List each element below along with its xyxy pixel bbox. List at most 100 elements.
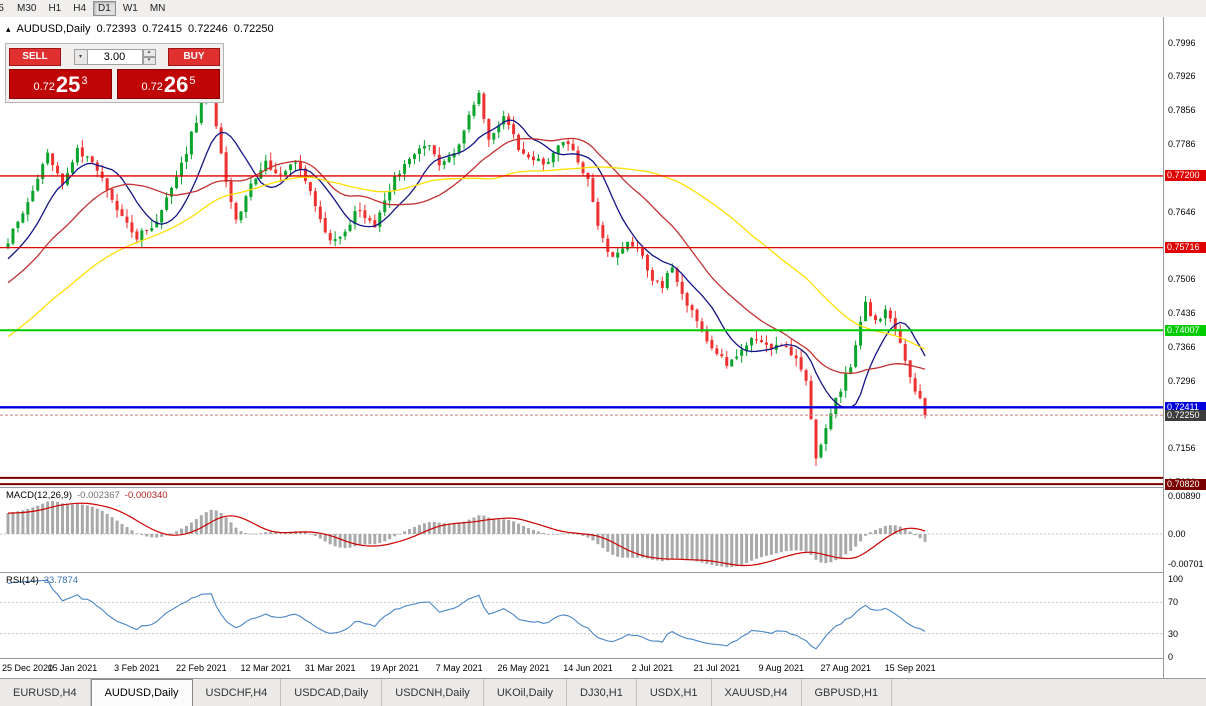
date-tick-label: 15 Sep 2021	[885, 663, 936, 673]
chart-tabs-bar: EURUSD,H4 AUDUSD,Daily USDCHF,H4 USDCAD,Dai…	[0, 678, 1206, 706]
chart-tab-usdx-h1[interactable]: USDX,H1	[637, 679, 712, 706]
ohlc-open: 0.72393	[96, 23, 137, 35]
collapse-icon[interactable]: ▴	[6, 23, 11, 34]
volume-decrease-button[interactable]: ▾	[142, 56, 156, 65]
price-tick-label: 0.7646	[1168, 206, 1196, 217]
chart-tab-xauusd-h4[interactable]: XAUUSD,H4	[712, 679, 802, 706]
price-tick-label: 0.7856	[1168, 105, 1196, 116]
macd-indicator-panel[interactable]	[0, 488, 1163, 572]
panel-separator[interactable]	[0, 487, 1206, 488]
rsi-label: RSI(14) 33.7874	[6, 575, 78, 586]
price-level-badge: 0.75716	[1165, 242, 1206, 254]
price-tick-label: 0.7436	[1168, 308, 1196, 319]
price-level-badge: 0.72250	[1165, 409, 1206, 421]
panel-separator[interactable]	[0, 572, 1206, 573]
macd-label: MACD(12,26,9) -0.002367 -0.000340	[6, 490, 168, 501]
price-tick-label: 0.7366	[1168, 341, 1196, 352]
rsi-title: RSI(14)	[6, 575, 39, 586]
date-tick-label: 14 Jun 2021	[563, 663, 613, 673]
chart-tab-usdcnh-daily[interactable]: USDCNH,Daily	[382, 679, 484, 706]
sell-button[interactable]: SELL	[9, 47, 61, 66]
symbol-title: AUDUSD,Daily	[16, 23, 91, 35]
date-tick-label: 15 Jan 2021	[48, 663, 98, 673]
timeframe-button-w1[interactable]: W1	[118, 1, 143, 16]
buy-price-sup: 5	[189, 75, 196, 87]
macd-axis-label: 0.00	[1168, 529, 1186, 539]
date-tick-label: 2 Jul 2021	[632, 663, 674, 673]
macd-signal-line	[7, 502, 926, 567]
buy-price-prefix: 0.72	[141, 81, 163, 93]
chart-tab-audusd-daily[interactable]: AUDUSD,Daily	[90, 679, 193, 706]
timeframe-button-5[interactable]: 5	[0, 1, 10, 16]
moving-average-line-55	[7, 166, 926, 350]
macd-title: MACD(12,26,9)	[6, 490, 72, 501]
sell-price-big: 25	[55, 72, 81, 97]
timeframe-toolbar: 5 M30 H1 H4 D1 W1 MN	[0, 0, 1206, 18]
date-tick-label: 19 Apr 2021	[370, 663, 419, 673]
main-price-chart[interactable]	[0, 17, 1163, 487]
axis-separator	[1163, 17, 1164, 678]
date-tick-label: 7 May 2021	[436, 663, 483, 673]
timeframe-button-h1[interactable]: H1	[43, 1, 66, 16]
sell-price-display[interactable]: 0.72 25 3	[9, 69, 112, 99]
rsi-line	[7, 579, 926, 650]
rsi-axis-label: 70	[1168, 597, 1179, 608]
date-tick-label: 3 Feb 2021	[114, 663, 160, 673]
price-tick-label: 0.7996	[1168, 37, 1196, 48]
buy-price-display[interactable]: 0.72 26 5	[117, 69, 220, 99]
price-axis[interactable]: 0.79960.79260.78560.77860.77160.76460.75…	[1164, 17, 1206, 678]
sell-price-sup: 3	[81, 75, 88, 87]
chart-tab-dj30-h1[interactable]: DJ30,H1	[567, 679, 637, 706]
sell-price-prefix: 0.72	[33, 81, 55, 93]
ohlc-high: 0.72415	[142, 23, 183, 35]
price-tick-label: 0.7296	[1168, 375, 1196, 386]
candles-series	[6, 90, 927, 467]
timeframe-button-m30[interactable]: M30	[12, 1, 41, 16]
macd-axis-label: -0.00701	[1168, 559, 1204, 569]
volume-dropdown-icon[interactable]: ▾	[73, 48, 88, 65]
volume-input[interactable]	[87, 48, 143, 65]
price-tick-label: 0.7786	[1168, 139, 1196, 150]
macd-axis-label: 0.00890	[1168, 491, 1201, 501]
moving-average-line-24	[7, 137, 926, 375]
buy-button[interactable]: BUY	[168, 47, 220, 66]
rsi-axis-label: 30	[1168, 628, 1179, 639]
chart-tab-eurusd-h4[interactable]: EURUSD,H4	[0, 679, 91, 706]
chart-tab-gbpusd-h1[interactable]: GBPUSD,H1	[802, 679, 893, 706]
buy-price-big: 26	[163, 72, 189, 97]
rsi-value: 33.7874	[43, 575, 79, 586]
rsi-indicator-panel[interactable]	[0, 573, 1163, 658]
date-tick-label: 22 Feb 2021	[176, 663, 227, 673]
chart-region: 25 Dec 2020 15 Jan 2021 3 Feb 2021 22 Feb 2…	[0, 17, 1206, 678]
price-level-badge: 0.74007	[1165, 324, 1206, 336]
date-tick-label: 25 Dec 2020	[2, 663, 53, 673]
rsi-axis-label: 0	[1168, 652, 1174, 662]
date-tick-label: 26 May 2021	[498, 663, 550, 673]
date-tick-label: 21 Jul 2021	[694, 663, 741, 673]
date-tick-label: 27 Aug 2021	[820, 663, 871, 673]
panel-separator	[0, 658, 1206, 659]
price-level-badge: 0.77200	[1165, 170, 1206, 182]
price-tick-label: 0.7156	[1168, 443, 1196, 454]
ohlc-close: 0.72250	[233, 23, 274, 35]
date-tick-label: 31 Mar 2021	[305, 663, 356, 673]
chart-tab-usdcad-daily[interactable]: USDCAD,Daily	[281, 679, 383, 706]
macd-signal-value: -0.000340	[124, 490, 168, 501]
date-tick-label: 12 Mar 2021	[240, 663, 291, 673]
price-level-badge: 0.70820	[1165, 478, 1206, 490]
ohlc-low: 0.72246	[188, 23, 228, 35]
price-tick-label: 0.7926	[1168, 71, 1196, 82]
volume-increase-button[interactable]: ▴	[142, 48, 156, 57]
macd-main-value: -0.002367	[77, 490, 120, 501]
chart-tab-usdchf-h4[interactable]: USDCHF,H4	[193, 679, 282, 706]
price-level-badge: 0.72411	[1165, 401, 1206, 413]
timeframe-button-d1[interactable]: D1	[93, 1, 116, 16]
rsi-axis-label: 100	[1168, 574, 1184, 584]
chart-header: ▴ AUDUSD,Daily 0.72393 0.72415 0.72246 0…	[6, 23, 274, 35]
price-tick-label: 0.7506	[1168, 274, 1196, 285]
chart-tab-ukoil-daily[interactable]: UKOil,Daily	[484, 679, 568, 706]
timeframe-button-h4[interactable]: H4	[68, 1, 91, 16]
timeframe-button-mn[interactable]: MN	[145, 1, 171, 16]
